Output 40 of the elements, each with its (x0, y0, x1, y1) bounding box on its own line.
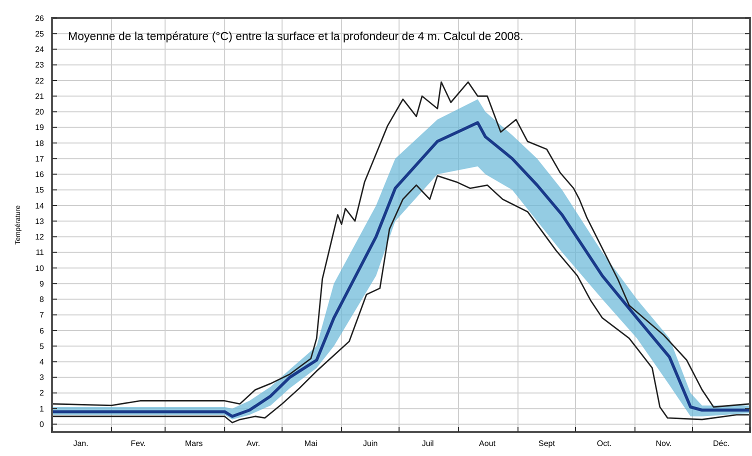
y-tick-label: 11 (36, 248, 45, 258)
y-tick-label: 8 (40, 295, 45, 304)
y-tick-label: 17 (35, 154, 45, 164)
text: Moyenne de la température (°C) entre la surface et la profondeur de 4 m. Calcul de 2008. (68, 31, 524, 43)
y-tick-label: 6 (40, 326, 45, 336)
y-tick-label: 0 (40, 420, 45, 429)
x-tick-label: Aout (479, 439, 496, 448)
y-tick-label: 16 (35, 170, 45, 180)
x-tick-label: Fev. (130, 439, 146, 448)
y-tick-label: 24 (35, 45, 45, 54)
y-tick-label: 5 (40, 342, 45, 351)
y-tick-label: 22 (35, 76, 45, 86)
y-tick-label: 4 (40, 358, 45, 366)
y-tick-label: 21 (35, 92, 45, 101)
y-tick-label: 25 (35, 29, 45, 38)
y-tick-label: 23 (35, 60, 45, 70)
y-tick-label: 7 (40, 310, 45, 320)
x-tick-label: Jan. (73, 439, 88, 448)
y-tick-label: 1 (40, 404, 45, 414)
x-tick-label: Sept (538, 439, 556, 448)
x-tick-label: Juil (422, 439, 434, 448)
y-tick-label: 26 (35, 14, 45, 23)
y-tick-label: 2 (40, 388, 45, 398)
y-tick-label: 13 (35, 216, 45, 226)
y-tick-label: 10 (35, 264, 45, 273)
x-tick-label: Avr. (246, 439, 260, 448)
y-tick-label: 3 (40, 373, 45, 382)
y-tick-label: 14 (35, 201, 45, 210)
y-tick-label: 15 (35, 186, 45, 195)
x-tick-label: Mai (304, 439, 318, 448)
y-tick-label: 18 (35, 138, 45, 148)
x-tick-label: Juin (362, 439, 378, 448)
x-tick-label: Déc. (713, 439, 730, 448)
y-tick-label: 19 (35, 123, 45, 132)
y-tick-label: 9 (40, 279, 45, 288)
x-tick-label: Nov. (656, 439, 672, 448)
x-tick-label: Oct. (596, 439, 612, 448)
y-tick-label: 20 (35, 108, 45, 117)
x-tick-label: Mars (185, 439, 203, 448)
y-tick-label: 12 (35, 232, 45, 242)
